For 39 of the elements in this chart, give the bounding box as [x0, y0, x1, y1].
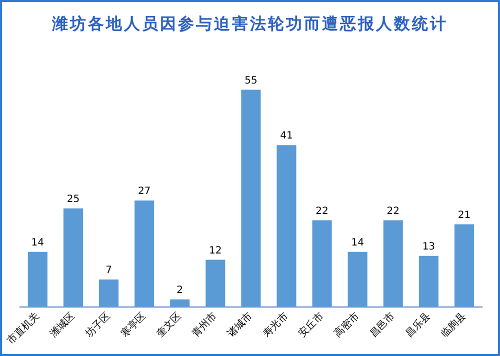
x-tick-label: 寿光市	[260, 310, 290, 340]
data-label: 21	[458, 210, 471, 221]
bar	[312, 220, 332, 308]
x-tick-label: 坊子区	[82, 310, 113, 340]
x-tick-label: 昌乐县	[402, 310, 433, 340]
x-tick-label: 临朐县	[438, 310, 468, 340]
bar	[134, 200, 154, 308]
bar	[348, 252, 368, 308]
bar	[454, 224, 474, 308]
bar	[241, 90, 261, 308]
x-tick-label: 青州市	[190, 310, 220, 340]
data-label: 22	[386, 206, 400, 217]
bar	[206, 260, 226, 308]
data-label: 12	[209, 245, 222, 256]
data-label: 25	[66, 194, 80, 205]
data-label: 41	[280, 130, 293, 142]
chart-title: 潍坊各地人员因参与迫害法轮功而遭恶报人数统计	[51, 14, 449, 35]
x-tick-label: 昌邑市	[367, 310, 398, 340]
data-label: 27	[138, 186, 151, 198]
data-label: 7	[106, 265, 112, 276]
data-label: 55	[244, 75, 258, 86]
data-label: 22	[316, 206, 328, 217]
x-tick-label: 潍城区	[47, 310, 78, 340]
x-tick-label: 安丘市	[296, 310, 326, 340]
data-label: 14	[351, 237, 364, 248]
x-tick-label: 高密市	[332, 310, 362, 340]
bar	[276, 145, 296, 308]
bar	[63, 208, 83, 308]
bar	[170, 299, 190, 308]
bar	[383, 220, 403, 308]
data-label: 14	[31, 237, 44, 248]
x-tick-label: 诸城市	[225, 310, 255, 340]
x-tick-label: 奎文区	[154, 310, 184, 340]
data-label: 2	[176, 284, 184, 296]
data-label: 13	[422, 241, 436, 252]
x-tick-label: 寒亭区	[118, 310, 148, 340]
bar	[98, 280, 119, 308]
bar	[28, 252, 48, 308]
bar	[418, 256, 438, 308]
